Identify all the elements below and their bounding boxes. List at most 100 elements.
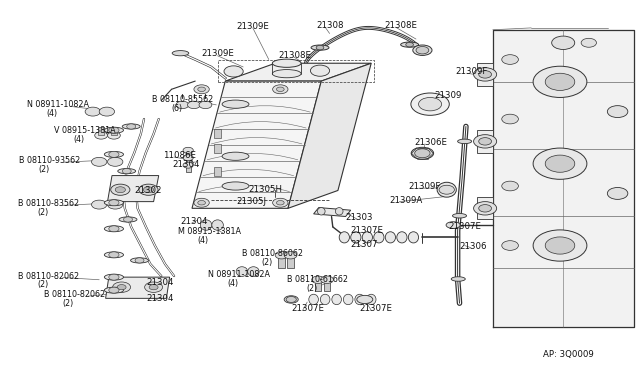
Circle shape	[474, 68, 497, 81]
Circle shape	[122, 169, 131, 174]
Ellipse shape	[321, 294, 330, 305]
Circle shape	[581, 38, 596, 47]
Ellipse shape	[273, 70, 301, 78]
Circle shape	[286, 296, 296, 302]
Circle shape	[310, 65, 330, 76]
Ellipse shape	[118, 169, 136, 174]
Circle shape	[321, 276, 333, 283]
Polygon shape	[477, 197, 493, 219]
Circle shape	[552, 36, 575, 49]
Circle shape	[92, 200, 107, 209]
Ellipse shape	[344, 294, 353, 305]
Ellipse shape	[222, 152, 249, 160]
Circle shape	[416, 46, 429, 54]
Circle shape	[149, 285, 158, 290]
Text: 21305H: 21305H	[248, 185, 282, 194]
Circle shape	[502, 55, 518, 64]
Circle shape	[109, 127, 119, 133]
Text: 21309E: 21309E	[237, 22, 269, 31]
Polygon shape	[477, 63, 493, 86]
Circle shape	[183, 162, 193, 168]
Ellipse shape	[362, 232, 372, 243]
Ellipse shape	[122, 124, 140, 129]
Text: N 08911-1082A: N 08911-1082A	[27, 100, 89, 109]
Ellipse shape	[446, 222, 460, 228]
Bar	[186, 165, 191, 172]
Ellipse shape	[104, 274, 124, 280]
Circle shape	[439, 185, 454, 194]
Circle shape	[115, 187, 125, 193]
Circle shape	[143, 187, 154, 193]
Ellipse shape	[351, 232, 361, 243]
Circle shape	[198, 87, 205, 92]
Ellipse shape	[104, 287, 124, 293]
Circle shape	[108, 157, 123, 166]
Ellipse shape	[451, 277, 465, 281]
Text: 21307E: 21307E	[291, 304, 324, 313]
Text: N 08911-1082A: N 08911-1082A	[208, 270, 270, 279]
Ellipse shape	[212, 220, 223, 230]
Circle shape	[502, 241, 518, 250]
Text: B 08110-82062: B 08110-82062	[44, 290, 105, 299]
Ellipse shape	[308, 294, 319, 305]
Text: 21306E: 21306E	[415, 138, 448, 147]
Circle shape	[411, 93, 449, 115]
Text: 21304: 21304	[146, 278, 173, 287]
Circle shape	[183, 147, 193, 153]
Circle shape	[109, 274, 119, 280]
Text: B 08110-93562: B 08110-93562	[19, 156, 81, 165]
Ellipse shape	[452, 214, 467, 218]
Circle shape	[117, 285, 126, 290]
Circle shape	[275, 251, 288, 259]
Circle shape	[284, 251, 297, 259]
Text: (4): (4)	[46, 109, 57, 118]
Text: B 08110-86062: B 08110-86062	[242, 249, 303, 258]
Bar	[186, 150, 191, 157]
Text: AP: 3Q0009: AP: 3Q0009	[543, 350, 593, 359]
Text: M 08915-1381A: M 08915-1381A	[178, 227, 241, 236]
Text: 21309E: 21309E	[202, 49, 234, 58]
Polygon shape	[477, 130, 493, 153]
Text: (2): (2)	[306, 284, 317, 293]
Circle shape	[109, 200, 119, 206]
Circle shape	[109, 151, 119, 157]
Ellipse shape	[366, 294, 376, 305]
Text: 21308E: 21308E	[384, 21, 417, 30]
Circle shape	[502, 114, 518, 124]
Circle shape	[224, 66, 243, 77]
Circle shape	[109, 252, 119, 258]
Circle shape	[415, 149, 430, 158]
Ellipse shape	[222, 182, 249, 190]
Circle shape	[474, 135, 497, 148]
Circle shape	[108, 200, 123, 209]
Ellipse shape	[401, 42, 419, 47]
Circle shape	[108, 132, 120, 139]
Circle shape	[85, 107, 100, 116]
Ellipse shape	[339, 232, 349, 243]
Circle shape	[276, 87, 284, 92]
Text: 21309A: 21309A	[389, 196, 422, 205]
Ellipse shape	[311, 45, 329, 50]
Circle shape	[479, 138, 492, 145]
Ellipse shape	[131, 258, 148, 263]
Circle shape	[99, 107, 115, 116]
Polygon shape	[106, 277, 170, 298]
Circle shape	[502, 181, 518, 191]
Text: 21304: 21304	[146, 294, 173, 303]
Polygon shape	[192, 81, 321, 208]
Ellipse shape	[104, 200, 124, 206]
Text: (2): (2)	[261, 258, 273, 267]
Circle shape	[479, 205, 492, 212]
Circle shape	[194, 85, 209, 94]
Ellipse shape	[385, 232, 396, 243]
Ellipse shape	[273, 59, 301, 67]
Text: 21309F: 21309F	[408, 182, 441, 191]
Ellipse shape	[104, 252, 124, 258]
Ellipse shape	[119, 217, 137, 222]
Text: 21308E: 21308E	[278, 51, 312, 60]
Bar	[214, 129, 221, 138]
Circle shape	[124, 217, 132, 222]
Text: 21308: 21308	[317, 21, 344, 30]
Circle shape	[419, 97, 442, 111]
Text: (2): (2)	[38, 165, 50, 174]
